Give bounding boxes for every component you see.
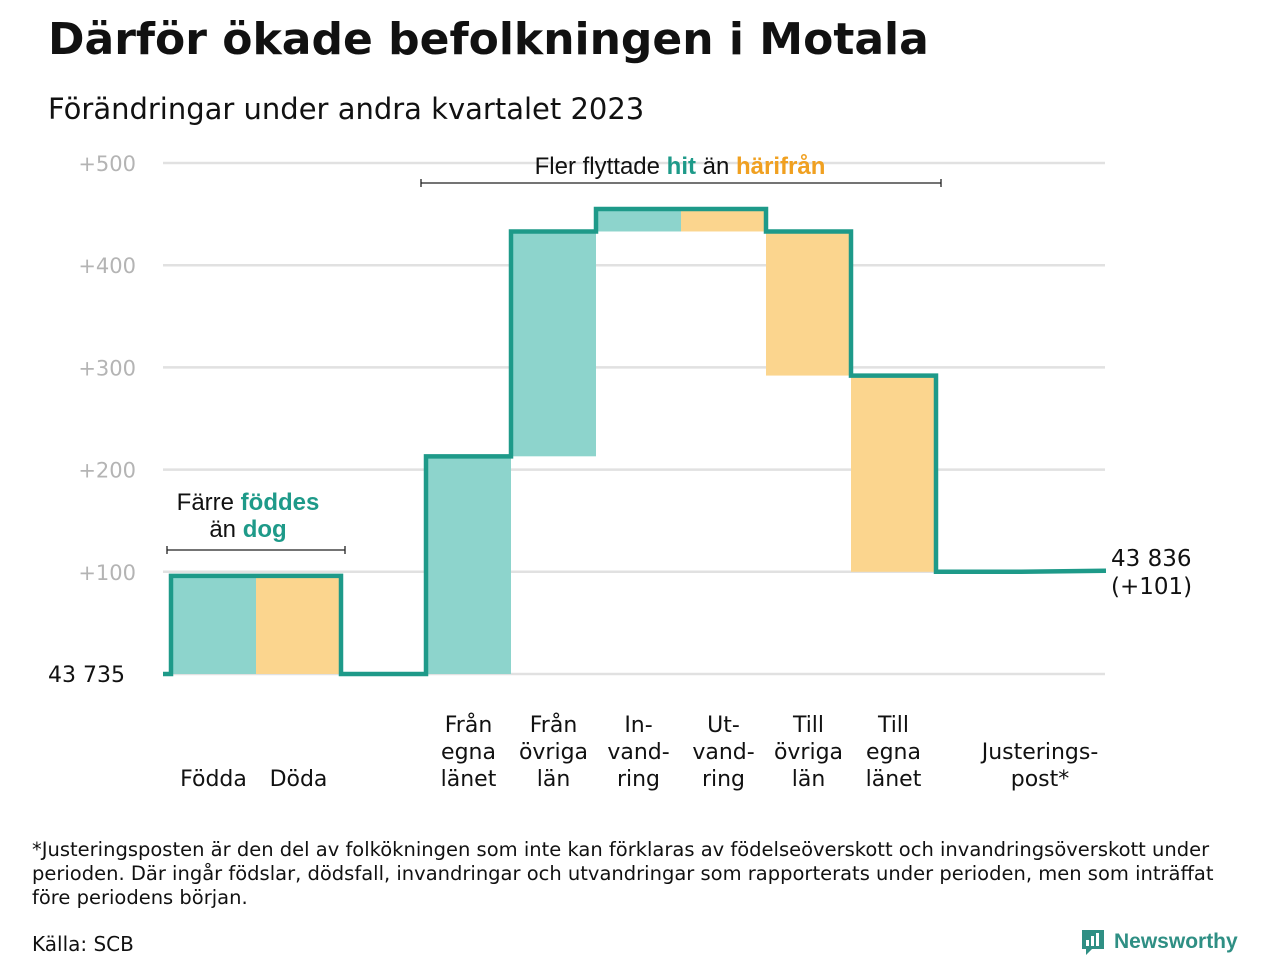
category-label-line: Ut- <box>707 713 740 738</box>
category-label-line: Justerings- <box>980 740 1099 765</box>
category-label-line: egna <box>441 740 496 765</box>
category-label-line: ring <box>617 767 660 792</box>
y-tick-label: +400 <box>78 254 136 278</box>
annotation-word: än <box>209 516 242 543</box>
category-label-line: post* <box>1011 767 1070 792</box>
end-value-line: 43 836 <box>1111 546 1191 572</box>
source-text: Källa: SCB <box>32 932 134 956</box>
category-label-line: Till <box>877 713 909 738</box>
annotation-word: Färre <box>177 489 241 516</box>
category-label-line: egna <box>866 740 921 765</box>
brand-name: Newsworthy <box>1114 930 1238 953</box>
category-label: In-vand-ring <box>607 713 669 792</box>
annotation-word: än <box>696 153 736 180</box>
category-label-line: Till <box>792 713 824 738</box>
bar-in <box>511 231 596 457</box>
baseline-value-label: 43 735 <box>48 663 125 688</box>
category-label-line: länet <box>441 767 497 792</box>
annotation-text: än dog <box>209 516 286 543</box>
annotation-word: dog <box>243 516 287 543</box>
newsworthy-icon <box>1082 930 1104 955</box>
category-label-line: Födda <box>180 767 247 792</box>
bar-out <box>256 575 341 674</box>
running-total-line <box>163 206 1107 677</box>
category-label-line: vand- <box>607 740 669 765</box>
category-label-line: ring <box>702 767 745 792</box>
category-label-line: In- <box>624 713 652 738</box>
bar-out <box>766 231 851 376</box>
category-label-line: län <box>537 767 571 792</box>
bar-in <box>426 456 511 674</box>
footnote: *Justeringsposten är den del av folkökni… <box>32 838 1214 909</box>
annotation-word: hit <box>667 153 696 180</box>
annotation-word: Fler flyttade <box>535 153 667 180</box>
y-tick-label: +100 <box>78 561 136 585</box>
category-label-line: övriga <box>519 740 588 765</box>
annotation-word: föddes <box>241 489 320 516</box>
chart-title: Därför ökade befolkningen i Motala <box>48 14 929 65</box>
annotation-word: härifrån <box>736 153 825 180</box>
category-label: Ut-vand-ring <box>692 713 754 792</box>
bar-in <box>596 208 681 232</box>
annotation-text: Färre föddes <box>177 489 320 516</box>
category-label-line: Från <box>445 712 493 738</box>
waterfall-chart: +100 +200 +300 +400 +500 43 735 43 836(+101) Fö… <box>48 152 1192 792</box>
annotation-bracket <box>420 179 942 187</box>
category-label-line: län <box>792 767 826 792</box>
category-label-line: Från <box>530 712 578 738</box>
bar-out <box>681 208 766 232</box>
annotation-text: Fler flyttade hit än härifrån <box>535 153 826 180</box>
y-tick-label: +300 <box>78 356 136 380</box>
y-tick-label: +200 <box>78 459 136 483</box>
bar-in <box>171 575 256 674</box>
annotation: Fler flyttade hit än härifrån <box>420 153 942 187</box>
category-label-line: länet <box>866 767 922 792</box>
bar-out <box>851 375 936 572</box>
category-label: Döda <box>270 767 328 792</box>
y-tick-label: +500 <box>78 152 136 176</box>
chart-subtitle: Förändringar under andra kvartalet 2023 <box>48 92 645 126</box>
category-label: Justerings-post* <box>980 740 1099 792</box>
annotation-bracket <box>166 546 346 554</box>
category-label-line: Döda <box>270 767 328 792</box>
end-value-label: 43 836(+101) <box>1111 546 1192 600</box>
category-label-line: övriga <box>774 740 843 765</box>
end-value-line: (+101) <box>1111 574 1192 600</box>
brand-logo: Newsworthy <box>1080 928 1238 956</box>
category-label-line: vand- <box>692 740 754 765</box>
category-label: Födda <box>180 767 247 792</box>
